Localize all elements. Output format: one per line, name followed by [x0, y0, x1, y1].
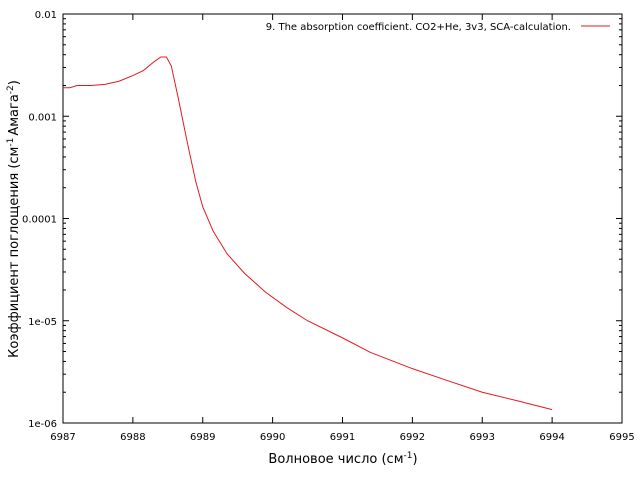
- y-tick-label: 0.001: [28, 112, 57, 123]
- x-tick-label: 6992: [400, 432, 425, 443]
- ticks: 6987 6988 6989 6990 6991 6992 6993 6994 6995 1e-0…: [22, 10, 635, 443]
- y-tick-label: 1e-06: [28, 419, 57, 430]
- y-tick-label: 1e-05: [28, 317, 57, 328]
- x-tick-label: 6991: [330, 432, 355, 443]
- x-tick-label: 6990: [260, 432, 285, 443]
- legend-label: 9. The absorption coefficient. CO2+He, 3…: [266, 22, 571, 33]
- axes: [62, 13, 623, 424]
- series-layer: [63, 56, 553, 411]
- x-axis-title: Волновое число (см-1): [268, 451, 417, 467]
- plot-frame: [62, 13, 623, 424]
- y-tick-label: 0.0001: [22, 215, 57, 226]
- x-tick-label: 6987: [50, 432, 75, 443]
- x-tick-label: 6994: [539, 432, 564, 443]
- legend: 9. The absorption coefficient. CO2+He, 3…: [266, 22, 610, 33]
- x-tick-label: 6989: [190, 432, 215, 443]
- x-tick-label: 6988: [120, 432, 145, 443]
- series-line: [63, 56, 553, 411]
- y-tick-label: 0.01: [35, 10, 57, 21]
- x-tick-label: 6993: [470, 432, 495, 443]
- y-axis-title: Коэффициент поглощения (см-1Амага-2): [6, 80, 22, 358]
- x-tick-label: 6995: [609, 432, 634, 443]
